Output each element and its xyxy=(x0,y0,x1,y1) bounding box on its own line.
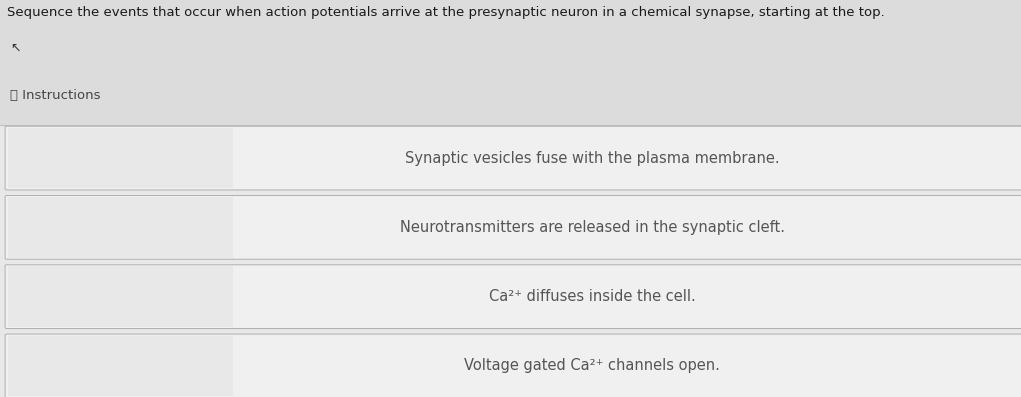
Bar xyxy=(8,197,233,258)
FancyBboxPatch shape xyxy=(5,265,1021,329)
Text: ⓘ Instructions: ⓘ Instructions xyxy=(10,89,101,102)
FancyBboxPatch shape xyxy=(5,334,1021,397)
Text: Ca²⁺ diffuses inside the cell.: Ca²⁺ diffuses inside the cell. xyxy=(489,289,695,304)
Bar xyxy=(8,266,233,327)
Text: ↖: ↖ xyxy=(10,42,20,55)
Bar xyxy=(0,0,1021,125)
Text: Synaptic vesicles fuse with the plasma membrane.: Synaptic vesicles fuse with the plasma m… xyxy=(405,150,779,166)
Bar xyxy=(8,336,233,396)
Text: Voltage gated Ca²⁺ channels open.: Voltage gated Ca²⁺ channels open. xyxy=(465,358,720,374)
Text: Sequence the events that occur when action potentials arrive at the presynaptic : Sequence the events that occur when acti… xyxy=(7,6,885,19)
FancyBboxPatch shape xyxy=(5,126,1021,190)
Bar xyxy=(8,128,233,188)
FancyBboxPatch shape xyxy=(5,195,1021,259)
Text: Neurotransmitters are released in the synaptic cleft.: Neurotransmitters are released in the sy… xyxy=(399,220,785,235)
